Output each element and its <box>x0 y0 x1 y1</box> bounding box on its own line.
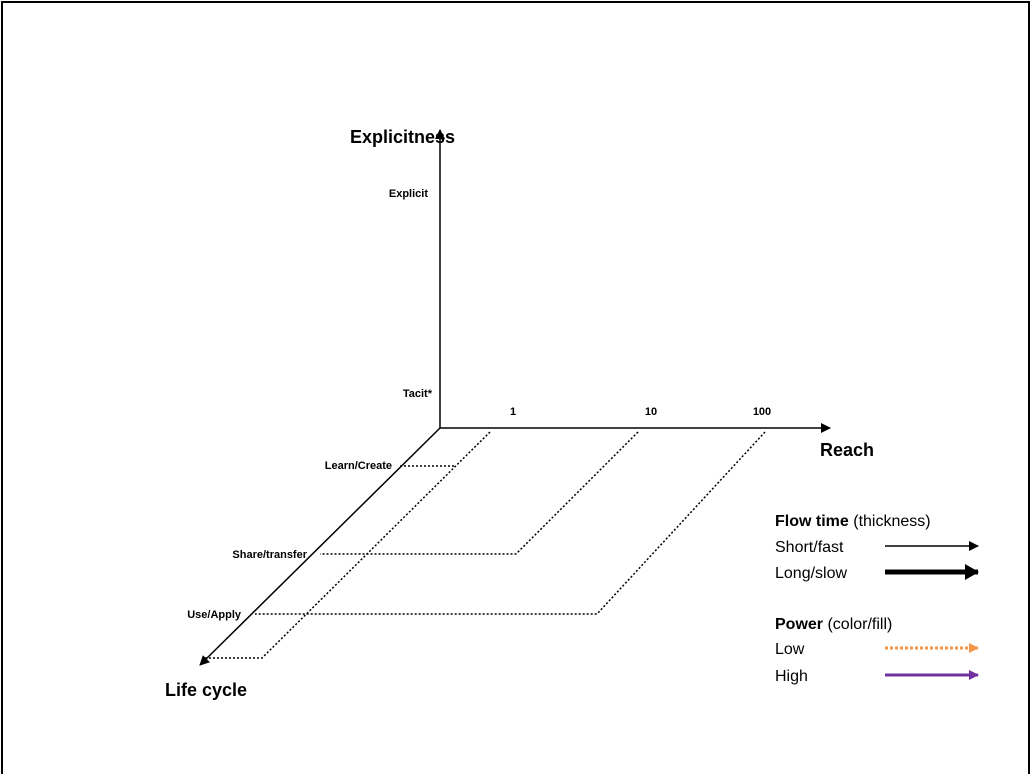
legend: Flow time (thickness) Short/fast Long/sl… <box>775 513 979 685</box>
axis-title: Life cycle <box>165 680 247 700</box>
legend-note: (thickness) <box>853 513 930 530</box>
label: Explicit <box>389 188 428 200</box>
label: Tacit* <box>403 388 433 400</box>
axis-title: Reach <box>820 440 874 460</box>
guides <box>205 431 766 659</box>
legend-item: Short/fast <box>775 539 844 556</box>
legend-title: Power (color/fill) <box>775 616 892 633</box>
axis-title: Explicitness <box>350 127 455 147</box>
legend-title: Flow time <box>775 513 849 530</box>
tick: 1 <box>510 406 516 418</box>
axes <box>199 129 831 666</box>
stage: Learn/Create <box>325 460 392 472</box>
tick: 10 <box>645 406 657 418</box>
tick: 100 <box>753 406 771 418</box>
legend-title: Power <box>775 616 823 633</box>
stage: Share/transfer <box>232 549 307 561</box>
legend-item: High <box>775 668 808 685</box>
legend-item: Long/slow <box>775 565 847 582</box>
legend-note: (color/fill) <box>827 616 892 633</box>
legend-title: Flow time (thickness) <box>775 513 931 530</box>
stage: Use/Apply <box>187 609 242 621</box>
legend-item: Low <box>775 641 805 658</box>
